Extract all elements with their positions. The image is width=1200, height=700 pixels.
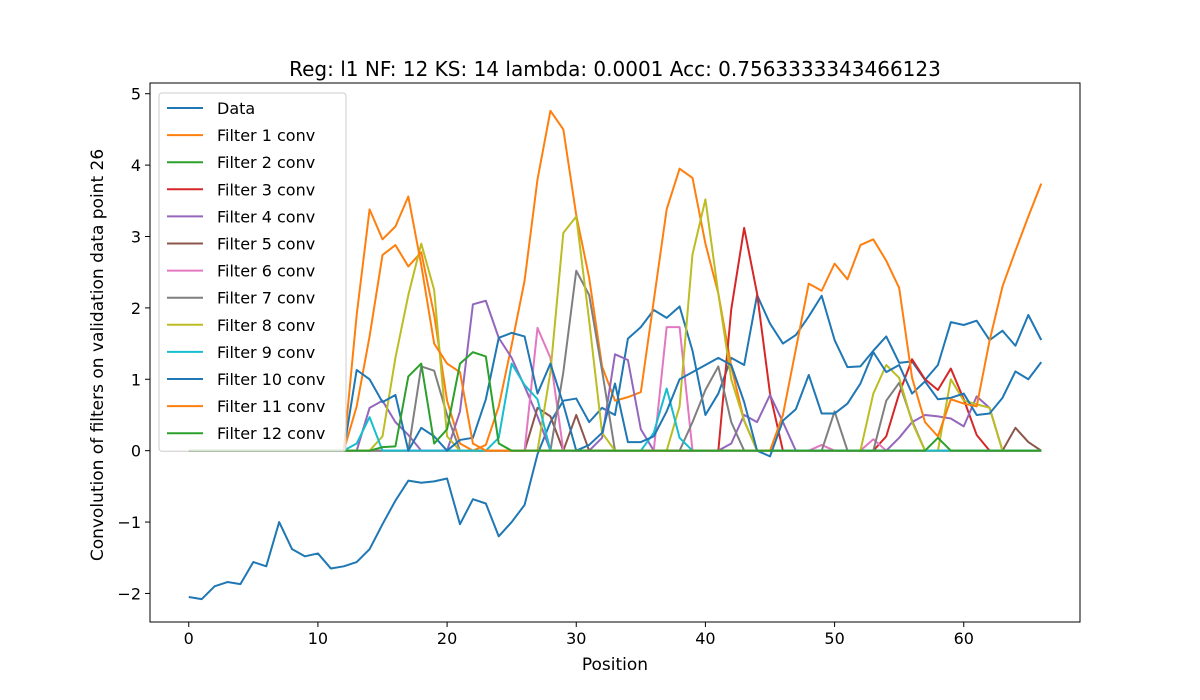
legend-label: Filter 11 conv [217,397,325,416]
y-tick-label: 4 [131,156,141,175]
legend-label: Filter 7 conv [217,289,315,308]
legend-label: Filter 12 conv [217,424,325,443]
y-tick-label: −1 [117,513,141,532]
legend-label: Filter 9 conv [217,343,315,362]
legend-label: Filter 8 conv [217,316,315,335]
x-axis: 0 10 20 30 40 50 60 [184,622,974,648]
y-tick-label: 2 [131,299,141,318]
y-tick-label: 0 [131,442,141,461]
legend-label: Data [217,99,255,118]
x-tick-label: 40 [695,629,715,648]
legend-label: Filter 3 conv [217,180,315,199]
x-axis-label: Position [582,655,648,675]
x-tick-label: 20 [437,629,457,648]
legend-box [158,92,347,452]
legend-label: Filter 5 conv [217,235,315,254]
legend-label: Filter 6 conv [217,262,315,281]
legend: Data Filter 1 conv Filter 2 conv Filter 3 c… [158,92,347,452]
legend-label: Filter 10 conv [217,370,325,389]
y-tick-label: 5 [131,85,141,104]
y-axis: −2 −1 0 1 2 3 4 5 [117,85,150,603]
legend-label: Filter 2 conv [217,153,315,172]
x-tick-label: 60 [954,629,974,648]
y-axis-label: Convolution of filters on validation dat… [88,149,108,561]
plot-frame [149,82,1081,623]
y-tick-label: −2 [117,584,141,603]
legend-label: Filter 1 conv [217,126,315,145]
x-tick-label: 30 [566,629,586,648]
series-line-1 [188,294,1043,601]
chart-title: Reg: l1 NF: 12 KS: 14 lambda: 0.0001 Acc… [289,57,941,81]
y-tick-label: 3 [131,227,141,246]
x-tick-label: 50 [824,629,844,648]
x-tick-label: 10 [308,629,328,648]
y-tick-label: 1 [131,370,141,389]
x-tick-label: 0 [184,629,194,648]
legend-label: Filter 4 conv [217,207,315,226]
